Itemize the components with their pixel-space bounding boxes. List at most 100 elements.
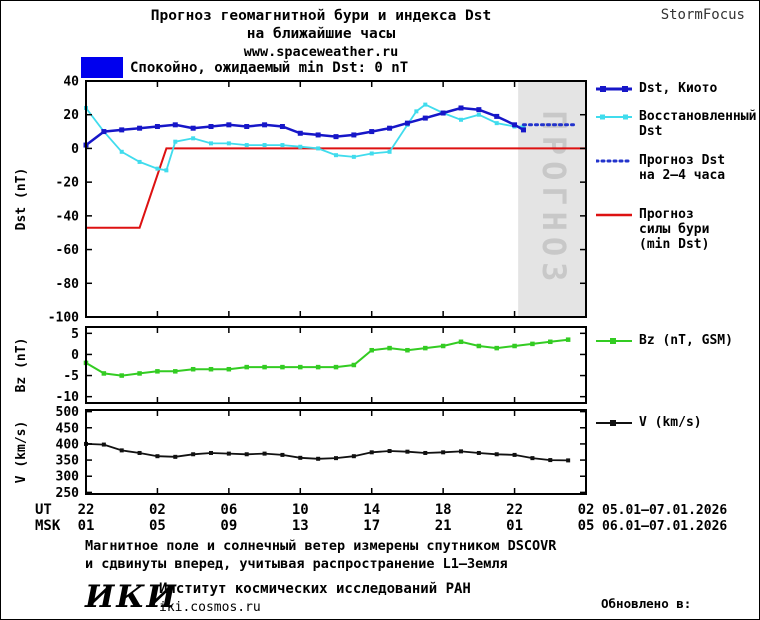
marker-dst-kyoto [244,124,250,130]
ytick-v: 500 [56,405,80,420]
institute-site-link[interactable]: iki.cosmos.ru [159,600,261,615]
marker-dst-kyoto [190,125,196,131]
legend-item-dst-kyoto: Dst, Киото [596,81,758,96]
marker-v [369,450,374,455]
marker-dst-kyoto [315,132,321,138]
legend-label-bz: Bz (nT, GSM) [639,333,733,348]
marker-dst-kyoto [297,130,303,136]
marker-dst-restored [351,154,356,159]
marker-v [226,451,231,456]
marker-dst-restored [155,166,160,171]
marker-bz [512,343,517,349]
ytick-v: 400 [56,437,80,452]
xtick-msk: 05 [578,518,595,534]
xtick-ut: 02 [149,502,166,518]
marker-v [191,452,196,457]
institute-name: Институт космических исследований РАН [159,581,471,597]
marker-bz [530,341,535,347]
storm-level-banner: Спокойно, ожидаемый min Dst: 0 nT [81,57,408,78]
ytick-dst: 20 [63,108,79,123]
marker-v [209,450,213,455]
marker-dst-restored [191,136,196,141]
marker-v [387,449,392,454]
xtick-msk: 01 [506,518,523,534]
plot-frame-bz [85,326,587,404]
series-dst-restored [85,103,524,172]
updated-label: Обновлено в: [601,596,692,611]
ytick-dst: -100 [48,311,79,326]
marker-dst-kyoto [279,124,285,130]
marker-bz [101,371,107,376]
marker-bz [548,339,553,345]
marker-dst-kyoto [369,129,375,135]
marker-dst-restored [164,168,169,173]
iki-logo: ИКИ [85,579,178,615]
marker-bz [333,364,339,370]
legend-item-bz: Bz (nT, GSM) [596,333,758,348]
series-bz [85,338,569,377]
marker-dst-kyoto [226,122,232,128]
ytick-dst: -60 [56,243,80,258]
marker-v [530,456,535,461]
marker-v [476,450,481,455]
marker-v [334,456,338,461]
legend-swatch-storm-forecast [596,213,632,217]
marker-dst-restored [280,143,285,148]
marker-v [316,456,321,461]
marker-v [137,450,142,455]
marker-dst-kyoto [172,122,178,128]
marker-bz [405,347,410,353]
marker-bz [119,373,124,378]
marker-bz [280,364,285,370]
xtick-ut: 06 [220,502,237,518]
page-title: Прогноз геомагнитной бури и индекса Dst … [31,7,611,61]
marker-bz [137,371,142,376]
marker-bz [226,366,232,372]
forecast-band [518,82,586,316]
marker-dst-kyoto [333,134,339,140]
xtick-msk: 01 [78,518,95,534]
title-url: www.spaceweather.ru [243,44,399,60]
ytick-v: 350 [56,454,80,469]
marker-v [459,449,463,454]
marker-bz [351,362,357,368]
marker-v [244,452,249,457]
marker-v [280,452,285,457]
marker-v [512,452,517,457]
marker-dst-kyoto [154,124,160,130]
xtick-msk: 17 [363,518,380,534]
marker-v [405,449,410,454]
marker-v [423,450,428,455]
marker-bz [369,347,374,353]
xtick-msk: 05 [149,518,166,534]
ytick-dst: -40 [56,209,80,224]
marker-dst-restored [476,112,481,117]
brand-label: StormFocus [660,7,745,23]
legend-swatch-bz [596,338,632,344]
marker-dst-restored [316,146,321,151]
marker-v [548,458,553,463]
marker-dst-restored [173,139,178,144]
ytick-dst: 40 [63,75,79,90]
marker-dst-restored [137,159,142,164]
legend-swatch-dst-restored [596,114,632,120]
legend-item-dst-forecast: Прогноз Dst на 2—4 часа [596,153,758,183]
ytick-dst: -20 [56,176,80,191]
marker-bz [208,366,214,372]
xtick-ut: 22 [78,502,95,518]
x-axis-msk-prefix: MSK [35,518,61,534]
marker-dst-restored [262,143,267,148]
xtick-ut: 14 [363,502,380,518]
ytick-dst: 0 [71,142,79,157]
marker-dst-kyoto [458,105,464,111]
ytick-bz: 0 [71,348,79,363]
ytick-v: 250 [56,486,80,501]
marker-v [441,450,446,455]
marker-dst-kyoto [208,124,214,130]
ytick-v: 450 [56,421,80,436]
xtick-msk: 09 [220,518,237,534]
marker-dst-restored [521,124,526,129]
marker-v [155,454,160,459]
marker-bz [155,369,160,374]
legend-item-dst-restored: Восстановленный Dst [596,109,758,139]
